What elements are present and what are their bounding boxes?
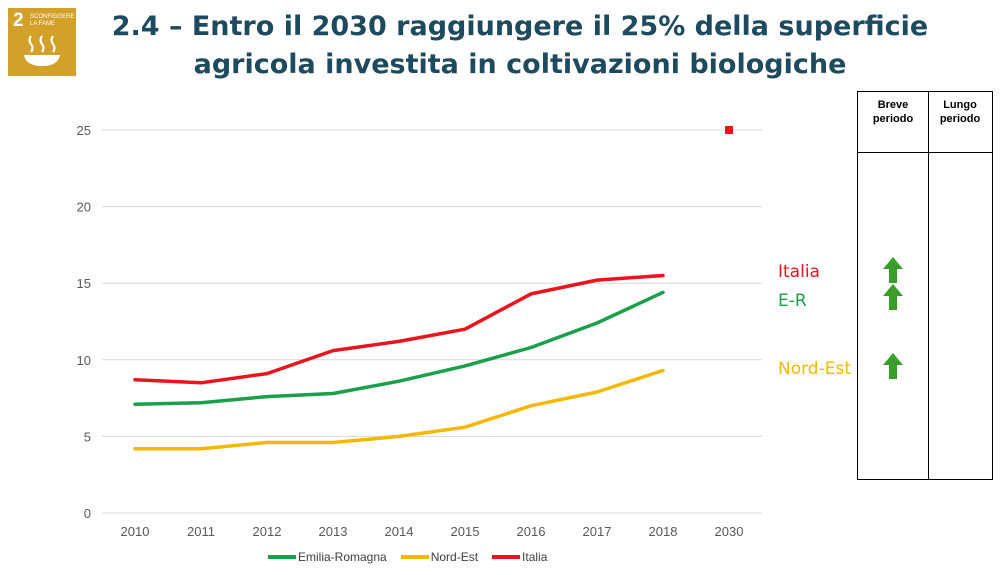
target-marker (725, 126, 733, 134)
x-tick-label: 2014 (385, 524, 414, 539)
series-line-emilia-romagna (133, 290, 665, 406)
region-label-italia: Italia (778, 262, 820, 282)
trend-table: Breve periodo Lungo periodo (857, 91, 993, 480)
x-tick-label: 2030 (715, 524, 744, 539)
legend-label: Nord-Est (430, 550, 479, 564)
x-tick-label: 2010 (121, 524, 150, 539)
title-line-1: 2.4 – Entro il 2030 raggiungere il 25% d… (111, 11, 929, 42)
y-tick-label: 5 (84, 429, 91, 444)
arrow-up-icon (883, 284, 903, 310)
arrow-up-icon (883, 257, 903, 283)
x-tick-label: 2016 (517, 524, 546, 539)
legend-swatch (400, 555, 429, 559)
table-column-divider (928, 92, 929, 479)
legend-label: Emilia-Romagna (298, 550, 387, 564)
y-tick-label: 25 (77, 123, 91, 138)
series-line-italia (133, 273, 665, 385)
chart-legend: Emilia-Romagna Nord-Est Italia (268, 549, 561, 565)
y-tick-label: 15 (77, 276, 91, 291)
page-title: 2.4 – Entro il 2030 raggiungere il 25% d… (110, 8, 930, 84)
legend-item-emilia-romagna: Emilia-Romagna (268, 550, 387, 564)
y-tick-label: 10 (77, 353, 91, 368)
legend-item-italia: Italia (492, 550, 547, 564)
sdg-text: SCONFIGGERE LA FAME (30, 14, 75, 27)
bowl-icon (24, 35, 60, 66)
legend-item-nord-est: Nord-Est (400, 550, 479, 564)
arrow-up-icon (883, 353, 903, 379)
region-label-nord-est: Nord-Est (778, 359, 851, 379)
region-label-er: E-R (778, 291, 807, 311)
x-tick-label: 2018 (649, 524, 678, 539)
x-tick-label: 2015 (451, 524, 480, 539)
x-tick-label: 2013 (319, 524, 348, 539)
sdg-number: 2 (13, 10, 24, 31)
y-tick-label: 20 (77, 200, 91, 215)
sdg-badge: 2 SCONFIGGERE LA FAME (8, 8, 76, 76)
x-tick-label: 2012 (253, 524, 282, 539)
x-tick-label: 2011 (187, 524, 215, 539)
series-line-nord-est (133, 368, 665, 451)
legend-swatch (268, 555, 296, 559)
legend-swatch (492, 555, 521, 559)
x-tick-label: 2017 (583, 524, 612, 539)
y-tick-label: 0 (84, 506, 91, 521)
table-header-divider (858, 152, 992, 153)
legend-label: Italia (522, 550, 548, 564)
title-line-2: agricola investita in coltivazioni biolo… (193, 49, 847, 80)
header-breve-periodo: Breve periodo (872, 99, 914, 125)
header-lungo-periodo: Lungo periodo (939, 99, 981, 125)
